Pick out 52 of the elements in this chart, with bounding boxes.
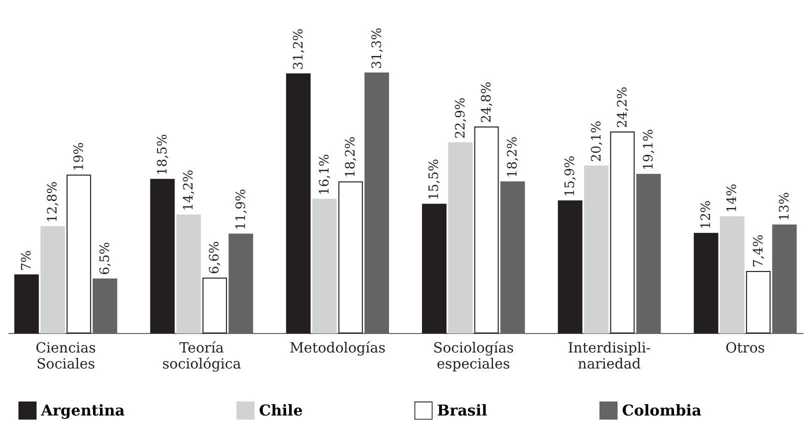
data-label: 20,1% [589, 120, 604, 162]
x-tick-label: Ciencias Sociales [36, 340, 96, 372]
bar [448, 142, 473, 334]
bar [14, 274, 39, 334]
data-label: 14% [725, 184, 740, 213]
x-tick-label: Teoría sociológica [162, 340, 242, 372]
data-label: 14,2% [182, 170, 197, 212]
bar [474, 126, 499, 334]
legend-label: Colombia [622, 402, 702, 420]
data-label: 18,2% [506, 136, 521, 178]
data-label: 24,8% [480, 82, 495, 123]
x-tick-label: Interdisipli- nariedad [568, 340, 652, 372]
data-label: 7,4% [751, 234, 766, 268]
bar [558, 200, 582, 334]
bar [312, 198, 337, 334]
data-label: 6,5% [98, 242, 113, 276]
data-label: 19,1% [642, 129, 657, 170]
data-label: 22,9% [453, 97, 468, 139]
bar [422, 204, 447, 334]
bar [66, 174, 92, 334]
bar [338, 181, 363, 334]
data-label: 16,1% [317, 154, 332, 196]
data-label: 15,9% [563, 156, 578, 197]
bar [286, 73, 311, 334]
bar [746, 271, 771, 334]
data-label: 11,9% [234, 188, 249, 230]
bar [176, 214, 201, 334]
data-label: 18,2% [344, 136, 359, 178]
bar [40, 226, 65, 334]
data-label: 7% [20, 250, 35, 271]
data-label: 31,2% [291, 28, 306, 70]
data-label: 19% [72, 142, 87, 172]
legend-label: Argentina [40, 402, 126, 420]
data-label: 31,3% [370, 28, 385, 69]
data-label: 13% [777, 192, 792, 222]
data-label: 6,6% [208, 241, 223, 274]
data-label: 15,5% [427, 158, 442, 200]
legend-label: Chile [259, 402, 303, 420]
legend-label: Brasil [437, 402, 488, 420]
data-label: 12,8% [46, 181, 61, 223]
x-tick-label: Otros [726, 340, 765, 356]
bar [150, 178, 175, 334]
bar [202, 278, 227, 334]
bar [610, 131, 635, 334]
bar [584, 166, 609, 334]
x-tick-label: Sociologías especiales [433, 340, 514, 372]
data-label: 12% [699, 200, 714, 230]
x-tick-label: Metodologías [290, 340, 386, 356]
bar [720, 216, 744, 334]
data-label: 18,5% [155, 134, 170, 176]
bar [694, 232, 718, 334]
data-label: 24,2% [615, 86, 630, 128]
